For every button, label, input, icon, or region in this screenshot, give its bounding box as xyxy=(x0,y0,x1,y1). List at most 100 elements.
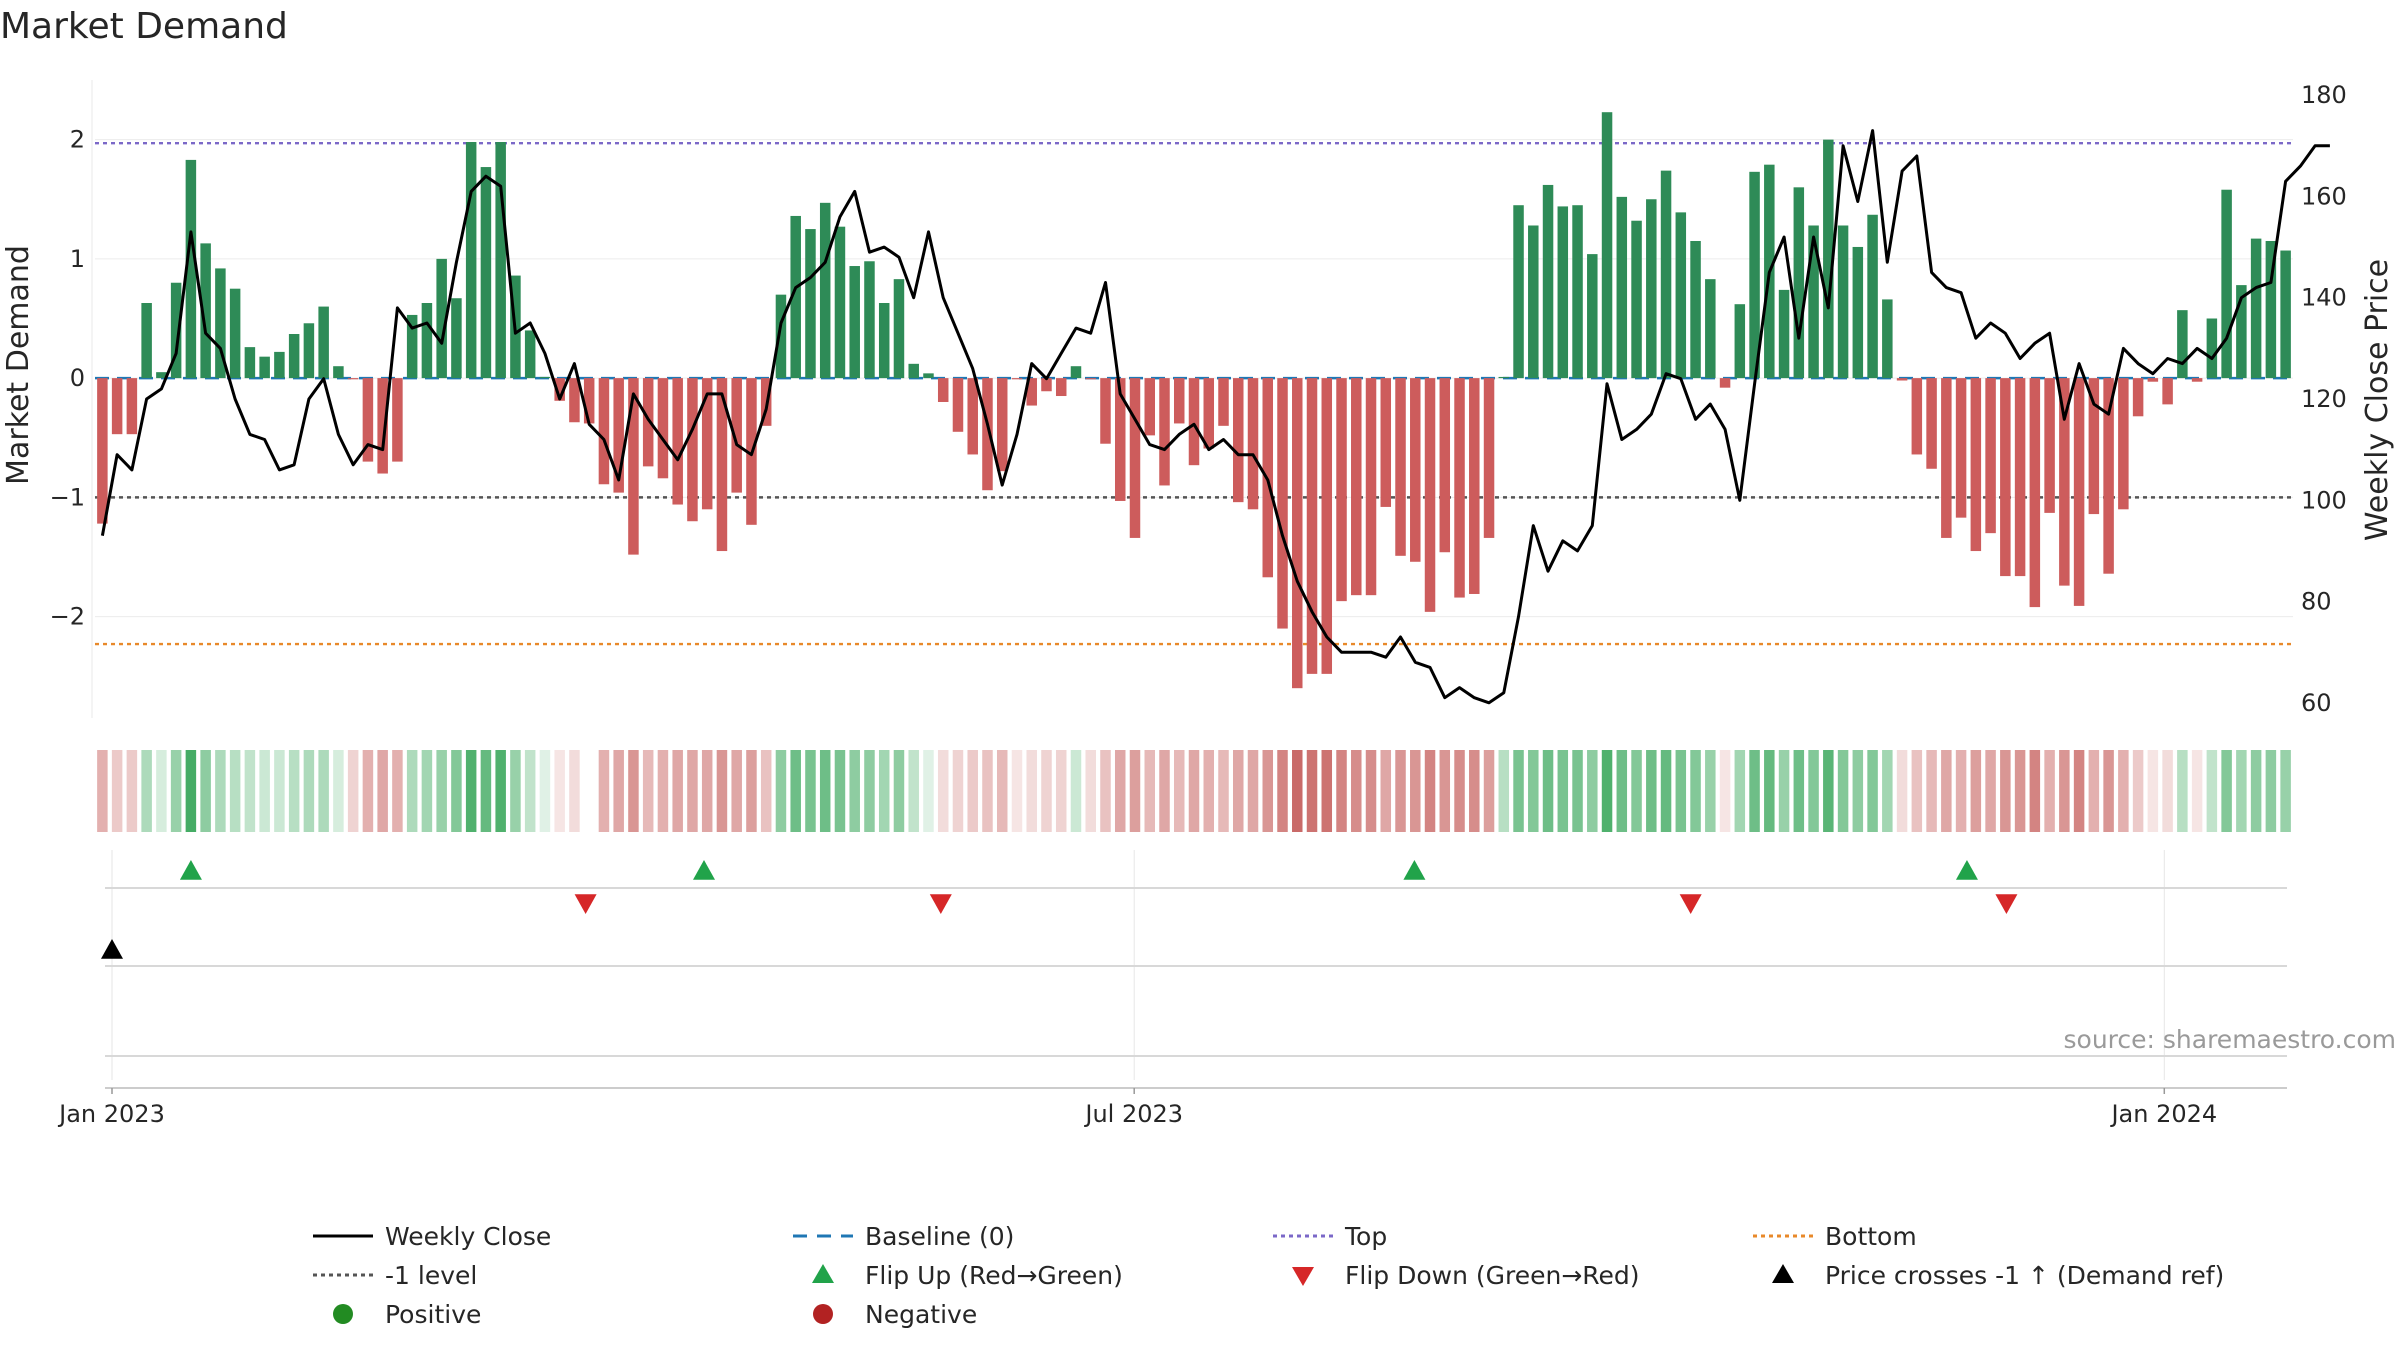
strip-cell xyxy=(156,750,167,832)
strip-cell xyxy=(790,750,801,832)
strip-cell xyxy=(2191,750,2203,832)
positive-bar xyxy=(1867,214,1878,379)
negative-bar xyxy=(1055,378,1067,397)
strip-cell xyxy=(495,750,506,832)
strip-cell xyxy=(2206,750,2218,832)
strip-cell xyxy=(1896,750,1908,832)
strip-cell xyxy=(2073,750,2085,832)
positive-bar xyxy=(1601,112,1613,379)
legend-entry-positive: Positive xyxy=(333,1300,481,1329)
strip-cell xyxy=(908,750,919,832)
negative-bar xyxy=(1911,378,1923,455)
strip-cell xyxy=(731,750,742,832)
strip-cell xyxy=(1321,750,1333,832)
strip-cell xyxy=(1159,750,1170,832)
strip-cell xyxy=(716,750,728,832)
strip-cell xyxy=(628,750,639,832)
legend-swatch-positive xyxy=(333,1304,353,1324)
negative-bar xyxy=(1026,378,1037,406)
negative-bar xyxy=(126,378,138,435)
strip-cell xyxy=(864,750,875,832)
negative-bar xyxy=(1896,378,1908,381)
strip-cell xyxy=(1351,750,1362,832)
strip-cell xyxy=(1218,750,1229,832)
y2-tick-label: 100 xyxy=(2301,486,2347,514)
strip-cell xyxy=(333,750,344,832)
strip-cell xyxy=(1749,750,1760,832)
legend-entry-baseline: Baseline (0) xyxy=(793,1222,1014,1251)
strip-cell xyxy=(775,750,787,832)
positive-bar xyxy=(1572,205,1583,379)
positive-bar xyxy=(539,376,551,379)
legend-entry-minus-one: -1 level xyxy=(313,1261,477,1290)
negative-bar xyxy=(1188,378,1200,466)
positive-bar xyxy=(2206,318,2218,379)
legend-label: Baseline (0) xyxy=(865,1222,1014,1251)
positive-bar xyxy=(1513,205,1524,379)
strip-cell xyxy=(1498,750,1510,832)
positive-bar xyxy=(1587,254,1598,379)
strip-cell xyxy=(554,750,565,832)
negative-bar xyxy=(2118,378,2129,510)
negative-bar xyxy=(1100,378,1111,444)
strip-cell xyxy=(805,750,816,832)
strip-cell xyxy=(1011,750,1023,832)
strip-cell xyxy=(1882,750,1893,832)
strip-cell xyxy=(1719,750,1731,832)
positive-bar xyxy=(288,334,300,379)
flip-down-marker xyxy=(1679,894,1702,914)
strip-cell xyxy=(569,750,580,832)
negative-bar xyxy=(716,378,728,552)
negative-bar xyxy=(2088,378,2100,515)
strip-cell xyxy=(1173,750,1185,832)
strip-cell xyxy=(1041,750,1052,832)
positive-bar xyxy=(2265,240,2277,379)
negative-bar xyxy=(1351,378,1362,596)
strip-cell xyxy=(1690,750,1701,832)
negative-bar xyxy=(1277,378,1288,629)
negative-bar xyxy=(1129,378,1141,538)
negative-bar xyxy=(1941,378,1952,538)
positive-bar xyxy=(1616,196,1628,379)
y-tick-label: 2 xyxy=(70,126,85,154)
x-tick-label: Jan 2024 xyxy=(2109,1100,2217,1128)
strip-cell xyxy=(141,750,152,832)
negative-bar xyxy=(1173,378,1185,424)
strip-cell xyxy=(2103,750,2114,832)
strip-cell xyxy=(982,750,993,832)
negative-bar xyxy=(1306,378,1318,674)
y2-tick-label: 60 xyxy=(2301,689,2332,717)
strip-cell xyxy=(465,750,477,832)
strip-cell xyxy=(996,750,1008,832)
negative-bar xyxy=(2147,378,2159,382)
strip-cell xyxy=(2088,750,2100,832)
negative-bar xyxy=(1424,378,1436,612)
legend-label: -1 level xyxy=(385,1261,477,1290)
negative-bar xyxy=(1292,378,1303,689)
strip-cell xyxy=(1646,750,1657,832)
legend-swatch-negative xyxy=(813,1304,833,1324)
y-axis-label: Market Demand xyxy=(1,245,36,485)
y2-tick-label: 180 xyxy=(2301,81,2347,109)
positive-bar xyxy=(141,303,152,379)
x-tick-label: Jan 2023 xyxy=(57,1100,165,1128)
strip-cell xyxy=(1867,750,1878,832)
positive-bar xyxy=(2177,310,2188,379)
y2-tick-label: 80 xyxy=(2301,588,2332,616)
legend-label: Top xyxy=(1344,1222,1387,1251)
strip-cell xyxy=(1114,750,1126,832)
price-cross-marker xyxy=(101,939,123,959)
positive-bar xyxy=(923,373,934,379)
negative-bar xyxy=(2073,378,2085,606)
positive-bar xyxy=(893,279,905,379)
positive-bar xyxy=(436,258,447,379)
positive-bar xyxy=(318,306,329,379)
negative-bar xyxy=(2014,378,2026,577)
positive-bar xyxy=(878,303,890,379)
legend-label: Flip Down (Green→Red) xyxy=(1345,1261,1640,1290)
positive-bar xyxy=(1823,139,1834,379)
negative-bar xyxy=(701,378,713,510)
positive-bar xyxy=(1705,279,1716,379)
positive-bar xyxy=(170,282,182,379)
